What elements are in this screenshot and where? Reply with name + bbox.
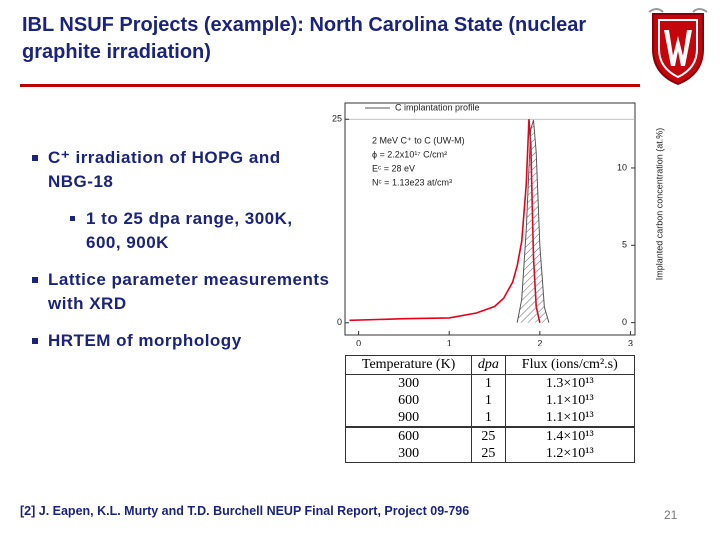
series-area — [517, 120, 549, 323]
table-row: 300 1 1.3×10¹³ — [344, 374, 635, 392]
annotation: ϕ = 2.2x10¹⁷ C/cm² — [372, 149, 447, 159]
bullet-item: Lattice parameter measurements with XRD — [30, 268, 330, 316]
table-row: 600 25 1.4×10¹³ — [344, 426, 635, 445]
table-cell: 900 — [344, 409, 472, 427]
y2-tick-label: 0 — [622, 317, 627, 327]
page-number: 21 — [664, 508, 678, 522]
y-tick-label: 25 — [332, 114, 342, 124]
crest — [648, 8, 708, 86]
x-tick-label: 3 — [628, 338, 633, 346]
data-table: Temperature (K) dpa Flux (ions/cm².s) 300 1 1… — [344, 355, 635, 463]
y2-tick-label: 10 — [617, 162, 627, 172]
crest-w — [664, 30, 692, 66]
reference: [2] J. Eapen, K.L. Murty and T.D. Burche… — [20, 504, 470, 518]
legend-label: C implantation profile — [395, 102, 480, 112]
slide-title: IBL NSUF Projects (example): North Carol… — [22, 14, 587, 63]
table-cell: 1.4×10¹³ — [504, 426, 635, 445]
table-cell: 600 — [344, 392, 472, 409]
table-cell: 25 — [471, 426, 506, 445]
table-row: 900 1 1.1×10¹³ — [344, 409, 635, 427]
table-cell: 1.2×10¹³ — [504, 445, 635, 463]
bullet-item: 1 to 25 dpa range, 300K, 600, 900K — [68, 207, 330, 255]
table-cell: 300 — [344, 445, 472, 463]
header-cell: Temperature (K) — [344, 355, 472, 375]
bullet-item: HRTEM of morphology — [30, 329, 330, 353]
table-row: 300 25 1.2×10¹³ — [344, 445, 635, 463]
y2-axis-label: Implanted carbon concentration (at.%) — [654, 128, 664, 281]
crest-scroll — [648, 8, 708, 13]
table-cell: 300 — [344, 374, 472, 392]
chart: 0 1 2 3 0 25 0 5 10 Implanted carbon concentratio… — [332, 102, 664, 346]
plot-frame — [344, 102, 636, 336]
annotation: Nᶜ = 1.13e23 at/cm³ — [372, 177, 452, 187]
y2-tick-label: 5 — [622, 240, 627, 250]
bullet-list: C⁺ irradiation of HOPG and NBG-18 1 to 25… — [30, 146, 330, 366]
table-cell: 1 — [471, 374, 506, 392]
table-cell: 1.1×10¹³ — [504, 392, 635, 409]
x-tick-label: 1 — [447, 338, 452, 346]
table-cell: 25 — [471, 445, 506, 463]
bullet-item: C⁺ irradiation of HOPG and NBG-18 — [30, 146, 330, 194]
table-cell: 1.3×10¹³ — [504, 374, 635, 392]
table-cell: 1.1×10¹³ — [504, 409, 635, 427]
table-header-row: Temperature (K) dpa Flux (ions/cm².s) — [344, 355, 635, 375]
annotation: Eᶜ = 28 eV — [372, 163, 415, 173]
series-line — [516, 119, 550, 323]
header-cell: dpa — [471, 355, 506, 375]
annotation: 2 MeV C⁺ to C (UW-M) — [372, 135, 465, 145]
y-tick-label: 0 — [337, 317, 342, 327]
table-cell: 1 — [471, 392, 506, 409]
x-tick-label: 0 — [356, 338, 361, 346]
table-cell: 600 — [344, 426, 472, 445]
shield-border — [658, 19, 698, 79]
title-rule — [20, 84, 640, 87]
table-cell: 1 — [471, 409, 506, 427]
table-row: 600 1 1.1×10¹³ — [344, 392, 635, 409]
x-tick-label: 2 — [537, 338, 542, 346]
header-cell: Flux (ions/cm².s) — [504, 355, 635, 375]
